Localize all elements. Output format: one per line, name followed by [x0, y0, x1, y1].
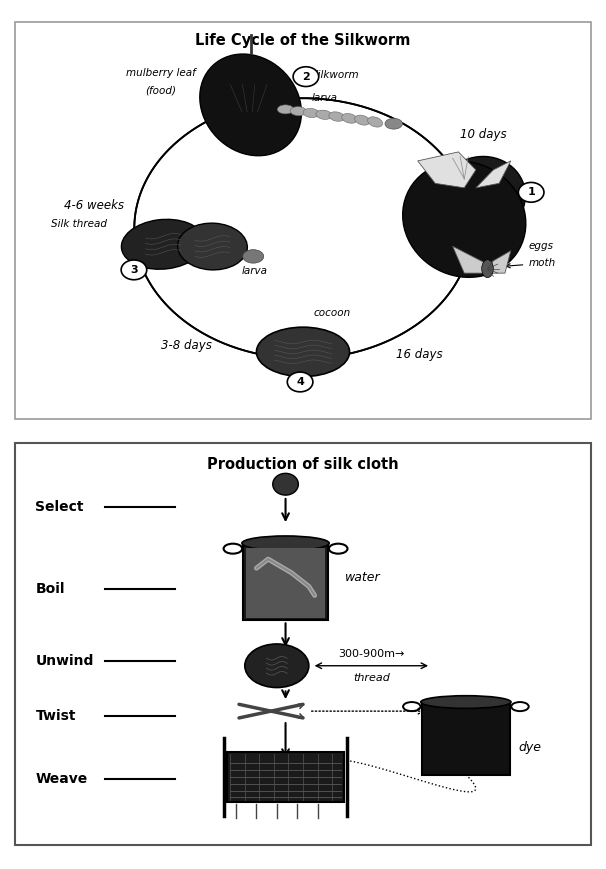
Ellipse shape: [402, 162, 526, 277]
Text: 10 days: 10 days: [460, 128, 507, 141]
Text: 3-8 days: 3-8 days: [161, 339, 212, 352]
Text: 16 days: 16 days: [396, 348, 442, 361]
Ellipse shape: [329, 112, 345, 122]
Ellipse shape: [290, 107, 307, 116]
Text: Boil: Boil: [35, 581, 65, 595]
Text: Production of silk cloth: Production of silk cloth: [207, 457, 399, 472]
Text: 300-900m→: 300-900m→: [338, 649, 405, 659]
Polygon shape: [487, 250, 511, 273]
Text: Silkworm: Silkworm: [311, 70, 359, 80]
Text: dye: dye: [518, 741, 541, 754]
Ellipse shape: [242, 536, 329, 550]
Text: larva: larva: [242, 266, 268, 276]
Text: Silk thread: Silk thread: [51, 219, 107, 229]
Ellipse shape: [342, 114, 358, 123]
Polygon shape: [476, 161, 511, 188]
FancyBboxPatch shape: [227, 752, 344, 802]
Ellipse shape: [385, 118, 402, 129]
Ellipse shape: [178, 223, 247, 270]
Text: Select: Select: [35, 500, 84, 514]
FancyBboxPatch shape: [422, 702, 510, 774]
FancyBboxPatch shape: [246, 547, 325, 618]
Text: mulberry leaf: mulberry leaf: [125, 68, 195, 78]
Text: (food): (food): [145, 86, 176, 96]
FancyBboxPatch shape: [15, 443, 591, 845]
Ellipse shape: [200, 54, 301, 156]
Circle shape: [287, 372, 313, 392]
FancyBboxPatch shape: [244, 543, 328, 620]
Text: 1: 1: [527, 188, 535, 197]
Text: eggs: eggs: [528, 242, 553, 251]
Ellipse shape: [121, 219, 205, 269]
Text: 4: 4: [296, 377, 304, 387]
Ellipse shape: [316, 110, 332, 119]
Ellipse shape: [438, 156, 525, 237]
Text: 3: 3: [130, 265, 138, 275]
Text: larva: larva: [311, 93, 338, 103]
Ellipse shape: [355, 116, 370, 125]
Ellipse shape: [273, 474, 298, 495]
Ellipse shape: [245, 644, 309, 687]
Polygon shape: [453, 246, 487, 273]
Text: Weave: Weave: [35, 773, 88, 786]
Ellipse shape: [482, 260, 493, 277]
Text: cocoon: cocoon: [313, 308, 351, 318]
Polygon shape: [418, 152, 476, 188]
Text: thread: thread: [353, 673, 390, 682]
Circle shape: [293, 67, 319, 87]
Text: Twist: Twist: [35, 709, 76, 723]
Circle shape: [518, 182, 544, 202]
FancyBboxPatch shape: [15, 22, 591, 419]
Ellipse shape: [278, 105, 294, 114]
Text: Life Cycle of the Silkworm: Life Cycle of the Silkworm: [195, 33, 411, 48]
Text: Unwind: Unwind: [35, 654, 94, 668]
Text: water: water: [345, 571, 381, 584]
Ellipse shape: [303, 109, 319, 117]
Ellipse shape: [368, 116, 382, 127]
Circle shape: [121, 260, 147, 280]
Ellipse shape: [256, 327, 350, 376]
Ellipse shape: [421, 696, 511, 708]
Text: moth: moth: [506, 258, 556, 269]
Text: 2: 2: [302, 71, 310, 82]
Text: 4-6 weeks: 4-6 weeks: [64, 200, 124, 212]
Ellipse shape: [243, 249, 264, 263]
